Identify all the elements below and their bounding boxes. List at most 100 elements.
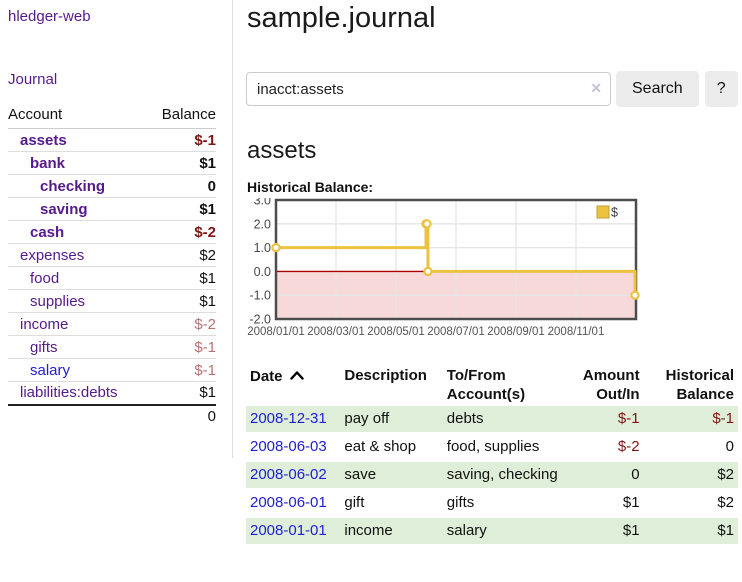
brand: hledger-web: [8, 8, 216, 25]
transaction-date-link[interactable]: 2008-01-01: [250, 522, 327, 539]
sidebar-item-journal[interactable]: Journal: [8, 71, 58, 88]
register-row: 2008-12-31 pay off debts $-1 $-1: [246, 406, 738, 432]
x-tick-label: 2008/09/01: [487, 326, 545, 338]
register-cell-description: save: [340, 462, 443, 488]
accounts-total-value: 0: [147, 403, 216, 428]
register-header-description: Description: [344, 367, 427, 384]
register-cell-balance: $2: [643, 462, 738, 488]
transaction-date-link[interactable]: 2008-06-02: [250, 466, 327, 483]
account-row: food $1: [8, 266, 216, 290]
register-header-accounts: To/From Account(s): [446, 367, 526, 403]
search-button[interactable]: Search: [616, 71, 699, 107]
register-cell-balance: $-1: [643, 406, 738, 432]
transaction-date-link[interactable]: 2008-06-01: [250, 494, 327, 511]
account-link-checking[interactable]: checking: [40, 177, 106, 195]
transaction-date-link[interactable]: 2008-12-31: [250, 410, 327, 427]
account-row: liabilities:debts $1: [8, 381, 216, 405]
account-balance: $1: [147, 197, 216, 221]
account-balance: 0: [147, 174, 216, 198]
register-cell-date: 2008-06-01: [246, 490, 340, 516]
register-cell-amount: 0: [563, 462, 644, 488]
account-link-salary[interactable]: salary: [30, 361, 71, 379]
account-link-assets[interactable]: assets: [20, 131, 67, 149]
register-cell-balance: 0: [725, 438, 734, 455]
balance-chart: $3.0 2.0 1.0 0.0 -1.0 -2.0 2008/01/01 2008/03/0…: [246, 194, 738, 346]
account-balance: $1: [147, 381, 216, 405]
account-link-liabilities-debts[interactable]: liabilities:debts: [20, 384, 118, 402]
main-content: sample.journal ✕ Search ? assets Histori…: [233, 0, 742, 546]
register-cell-accounts: gifts: [446, 494, 475, 511]
sidebar-nav: Journal: [8, 71, 216, 88]
account-balance: $1: [147, 289, 216, 313]
x-tick-label: 2008/03/01: [307, 326, 365, 338]
account-link-saving[interactable]: saving: [40, 200, 88, 218]
register-cell-accounts: debts: [442, 406, 564, 432]
register-row: 2008-06-01 gift gifts $1 $2: [246, 490, 738, 516]
accounts-table-body: assets $-1 bank $1 checking 0 saving $1 cash $-2 e…: [8, 129, 216, 428]
register-header-date[interactable]: Date: [246, 366, 340, 404]
register-header-balance: Historical Balance: [665, 367, 734, 403]
register-cell-description: pay off: [340, 406, 443, 432]
help-button[interactable]: ?: [704, 71, 738, 107]
register-cell-amount: $-2: [617, 438, 640, 455]
y-tick-label: 1.0: [254, 241, 271, 255]
accounts-total-row: 0: [8, 403, 216, 428]
y-tick-label: 0.0: [254, 265, 271, 279]
legend-swatch: [596, 205, 610, 219]
account-title: assets: [247, 137, 317, 164]
account-row: checking 0: [8, 174, 216, 198]
register-table-body: 2008-12-31 pay off debts $-1 $-1 2008-06-03 ea…: [246, 406, 738, 544]
account-link-expenses[interactable]: expenses: [20, 246, 85, 264]
register-cell-amount: $-1: [563, 406, 644, 432]
data-point-marker: [271, 242, 281, 253]
x-tick-label: 2008/05/01: [367, 326, 425, 338]
register-table: Date Description To/From Account(s) Amou…: [246, 364, 738, 546]
search-input-wrap: ✕: [246, 72, 611, 106]
account-link-income[interactable]: income: [20, 315, 69, 333]
data-point-marker: [630, 290, 640, 300]
register-cell-balance: $2: [717, 494, 734, 511]
register-cell-date: 2008-12-31: [246, 406, 341, 432]
register-cell-description: eat & shop: [344, 438, 417, 455]
data-point-marker: [423, 266, 433, 277]
sidebar: hledger-web Journal Account Balance asse…: [0, 0, 233, 458]
account-link-bank[interactable]: bank: [30, 154, 66, 172]
register-cell-date: 2008-01-01: [246, 518, 341, 544]
account-row: gifts $-1: [8, 335, 216, 359]
account-row: saving $1: [8, 197, 216, 221]
y-tick-label: 3.0: [254, 198, 271, 208]
accounts-header-account: Account: [8, 103, 148, 129]
register-header-amount: Amount Out/In: [582, 367, 640, 403]
y-tick-label: -2.0: [249, 313, 271, 327]
register-cell-date: 2008-06-03: [246, 434, 340, 460]
register-cell-accounts: salary: [442, 518, 564, 544]
clear-search-icon[interactable]: ✕: [590, 80, 602, 96]
register-cell-description: income: [340, 518, 443, 544]
account-balance: $-2: [147, 312, 216, 336]
account-link-food[interactable]: food: [30, 269, 60, 287]
register-cell-amount: $1: [622, 494, 640, 511]
account-row: cash $-2: [8, 220, 216, 244]
brand-link[interactable]: hledger-web: [8, 8, 91, 25]
register-cell-accounts: food, supplies: [446, 438, 540, 455]
register-cell-date: 2008-06-02: [246, 462, 341, 488]
y-tick-label: -1.0: [249, 289, 271, 303]
app-layout: hledger-web Journal Account Balance asse…: [0, 0, 742, 546]
account-balance: $1: [147, 266, 216, 290]
sort-ascending-icon: [289, 366, 304, 385]
account-link-cash[interactable]: cash: [30, 223, 65, 241]
account-link-gifts[interactable]: gifts: [30, 338, 58, 356]
accounts-table: Account Balance assets $-1 bank $1 checking 0…: [8, 103, 216, 428]
x-tick-label: 2008/07/01: [427, 326, 485, 338]
register-cell-balance: $1: [643, 518, 738, 544]
data-point-marker: [422, 219, 432, 229]
x-tick-label: 2008/01/01: [247, 326, 305, 338]
transaction-date-link[interactable]: 2008-06-03: [250, 438, 327, 455]
plot-border: [274, 198, 638, 321]
search-input[interactable]: [246, 72, 611, 106]
register-row: 2008-06-02 save saving, checking 0 $2: [246, 462, 738, 488]
register-row: 2008-06-03 eat & shop food, supplies $-2 0: [246, 434, 738, 460]
account-link-supplies[interactable]: supplies: [30, 292, 86, 310]
register-cell-accounts: saving, checking: [442, 462, 564, 488]
